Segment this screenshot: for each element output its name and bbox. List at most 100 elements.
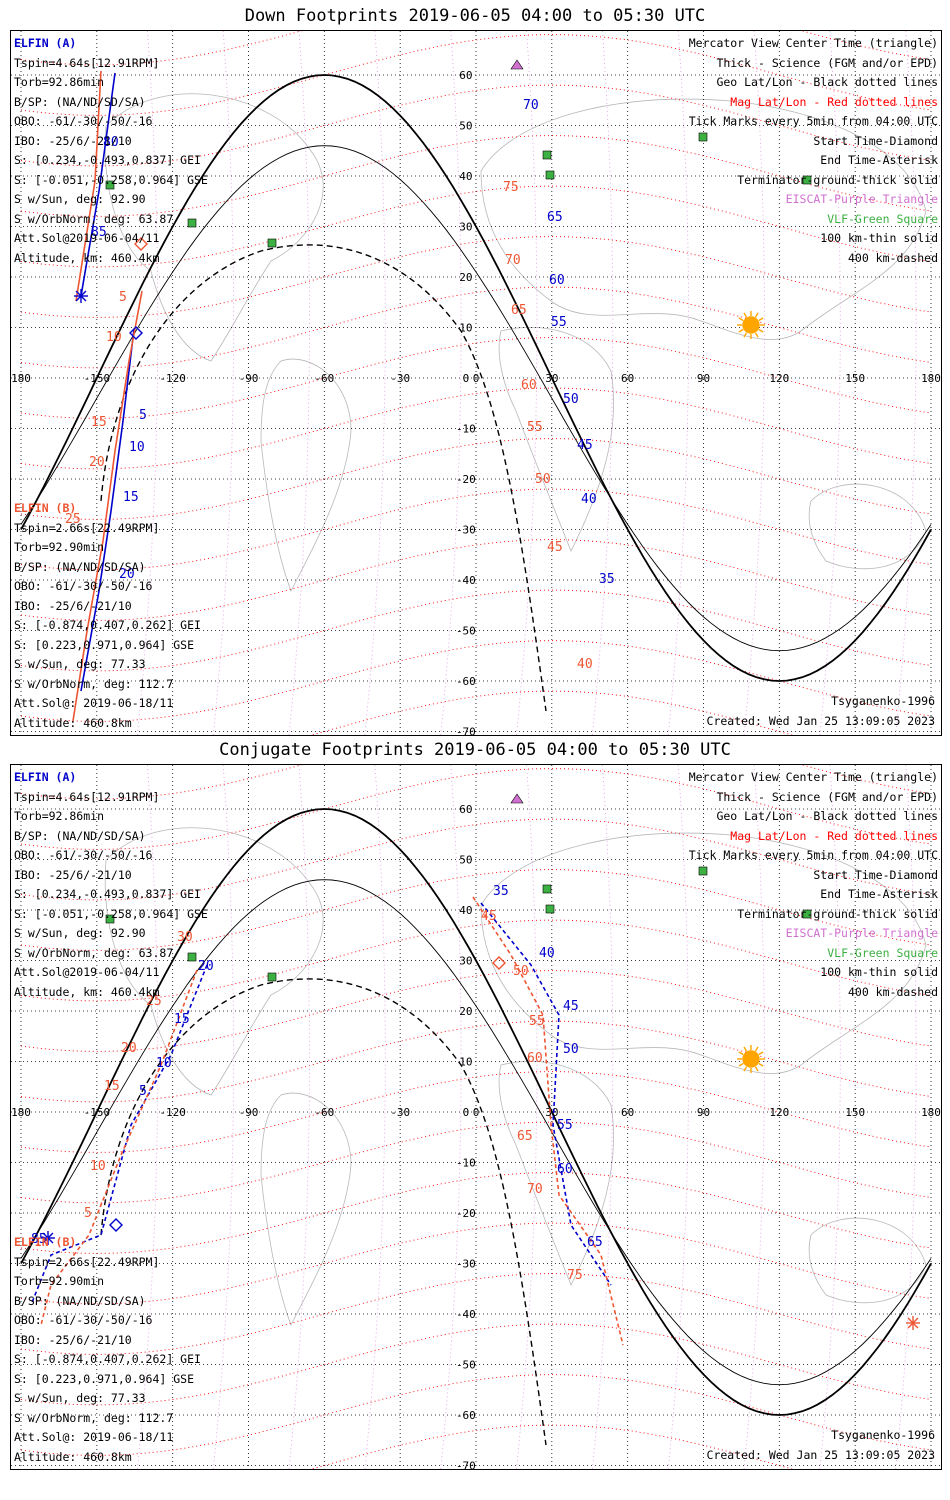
track-elfin-a [30,964,208,1306]
lon-tick-label: 90 [697,372,710,385]
lat-tick-label: 30 [459,221,472,234]
info-line: Altitude, km: 460.4km [14,984,160,999]
terminator-400km [100,978,547,1446]
coastlines [104,827,927,1326]
satellite-tracks [72,70,143,722]
info-line: OBO: -61/-30/-50/-16 [14,848,153,862]
vlf-square [545,904,555,914]
legend-item: 400 km-dashed [847,250,938,265]
legend-item: Geo Lat/Lon - Black dotted lines [716,809,938,823]
lat-tick-label: 60 [459,69,472,82]
vlf-square [267,238,277,248]
lat-tick-label: -50 [456,1359,476,1372]
info-line: Tspin=4.64s[12.91RPM] [14,55,160,70]
satellite-name: ELFIN (B) [14,501,77,515]
panel-title-conjugate: Conjugate Footprints 2019-06-05 04:00 to… [219,740,731,760]
info-line: Att.Sol@: 2019-06-18/11 [14,696,174,710]
info-line: S w/OrbNorm, deg: 112.7 [14,676,174,691]
legend-item: Thick - Science (FGM and/or EPD) [716,55,938,70]
info-line: OBO: -61/-30/-50/-16 [14,114,153,128]
tick-label-elfin-b: 45 [481,909,497,924]
vlf-square [187,218,197,228]
legend: Mercator View Center Time (triangle) Thic… [689,34,938,268]
vlf-square [542,150,552,160]
legend-item: Mag Lat/Lon - Red dotted lines [730,828,938,843]
lat-tick-label: -60 [456,1409,476,1422]
lat-tick-label: 0 [463,1106,470,1119]
elfin-a-info: ELFIN (A) Tspin=4.64s[12.91RPM] Torb=92.86… [14,34,208,268]
lat-tick-label: 20 [459,271,472,284]
tick-label-elfin-a: 60 [549,273,565,288]
tick-label-elfin-b: 50 [535,472,551,487]
lon-tick-label: 30 [545,372,558,385]
vlf-stations [105,132,812,248]
legend-item: 100 km-thin solid [820,231,938,245]
vlf-square [545,170,555,180]
model-label: Tsyganenko-1996 [831,1427,935,1442]
created-timestamp: Created: Wed Jan 25 13:09:05 2023 [706,713,935,728]
terminators [20,74,932,712]
info-line: Altitude, km: 460.4km [14,250,160,265]
tick-label-elfin-b: 20 [89,455,105,470]
info-line: S: [-0.051,-0.258,0.964] GSE [14,172,208,187]
info-line: S w/Sun, deg: 92.90 [14,192,146,206]
end-asterisk [74,289,88,303]
tick-label-elfin-b: 15 [91,415,107,430]
info-line: Att.Sol@: 2019-06-18/11 [14,1430,174,1444]
info-line: IBO: -25/6/-21/10 [14,598,132,613]
tick-label-elfin-a: 5 [139,408,147,423]
tick-label-elfin-b: 25 [65,512,81,527]
track-markers [74,237,148,340]
tick-label-elfin-a: 40 [539,946,555,961]
lat-tick-label: 50 [459,120,472,133]
tick-label-elfin-b: 70 [505,253,521,268]
legend-item: End Time-Asterisk [820,153,938,167]
tick-label-elfin-b: 15 [104,1079,120,1094]
sun-icon [737,311,765,339]
info-line: S w/Sun, deg: 77.33 [14,1391,146,1405]
info-line: Att.Sol@2019-06-04/11 [14,965,160,979]
mag-meridians [136,31,917,735]
tick-label-elfin-a: 35 [493,884,509,899]
info-line: Altitude: 460.8km [14,1449,132,1464]
lat-tick-label: 60 [459,803,472,816]
lat-tick-label: -30 [456,1258,476,1271]
track-elfin-b [75,70,102,302]
vlf-square [187,952,197,962]
lat-tick-label: 10 [459,322,472,335]
lat-tick-label: 40 [459,904,472,917]
tick-label-elfin-a: 40 [581,492,597,507]
lon-tick-label: -30 [390,1106,410,1119]
terminators [20,808,932,1446]
tick-label-elfin-b: 65 [517,1129,533,1144]
legend-item: Tick Marks every 5min from 04:00 UTC [688,848,938,862]
satellite-name: ELFIN (A) [14,770,77,784]
vlf-square [105,180,115,190]
lon-tick-label: -90 [239,372,259,385]
legend-item: Terminator-ground-thick solid [737,172,938,187]
tick-label-elfin-a: 50 [563,392,579,407]
legend-item: Thick - Science (FGM and/or EPD) [716,789,938,804]
legend-item: EISCAT-Purple Triangle [785,926,938,940]
lat-tick-label: 70 [459,765,472,766]
lon-tick-label: -60 [314,372,334,385]
info-line: IBO: -25/6/-21/10 [14,133,132,148]
track-elfin-b [40,969,198,1326]
info-line: Torb=92.90min [14,1274,105,1288]
tick-label-elfin-a: 10 [156,1056,172,1071]
tick-label-elfin-a: 55 [551,315,567,330]
lat-tick-label: -40 [456,1308,476,1321]
info-line: Torb=92.90min [14,540,105,554]
legend-item: End Time-Asterisk [820,887,938,901]
info-line: Tspin=2.66s[22.49RPM] [14,520,160,535]
eiscat-triangle [510,793,524,804]
legend-item: 400 km-dashed [847,984,938,999]
tick-label-elfin-a: 85 [91,225,107,240]
info-line: OBO: -61/-30/-50/-16 [14,1313,153,1327]
tick-label-elfin-b: 10 [106,330,122,345]
lat-tick-label: 0 [463,372,470,385]
lon-tick-label: 120 [769,372,789,385]
tick-label-elfin-a: 50 [563,1042,579,1057]
tick-label-elfin-b: 20 [121,1041,137,1056]
tick-label-elfin-a: 65 [587,1235,603,1250]
